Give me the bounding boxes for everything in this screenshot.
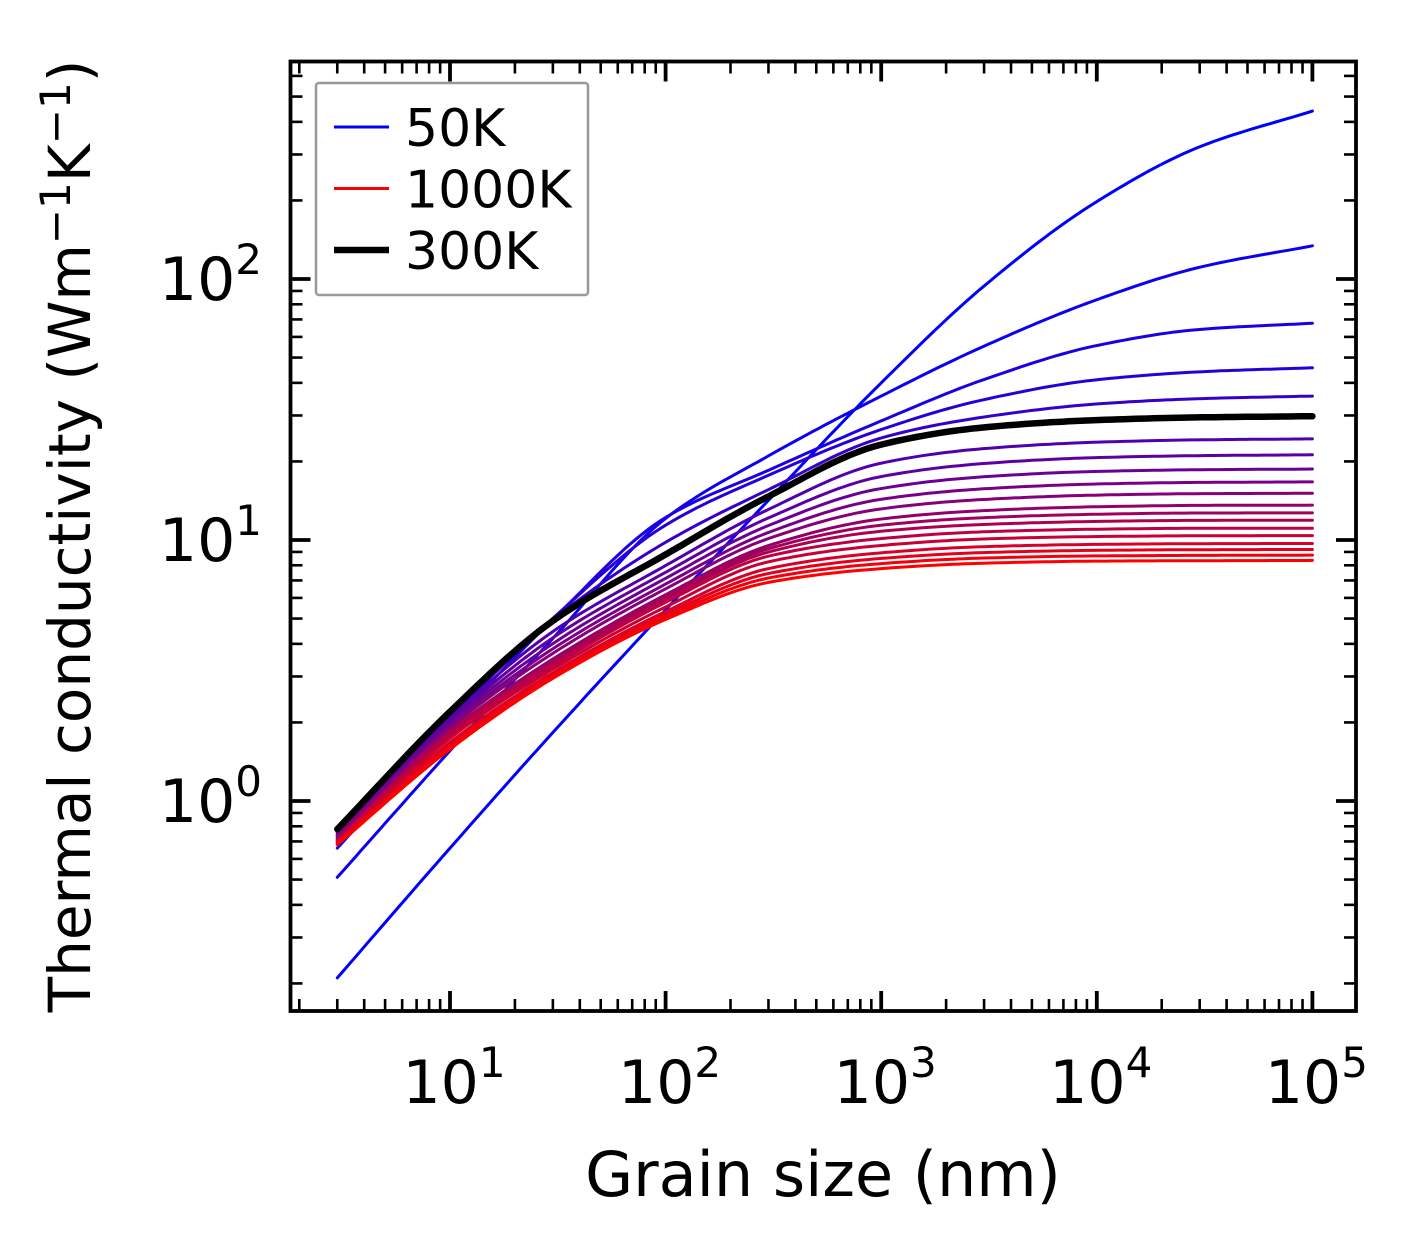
curve-series-group [334,109,1316,980]
curve-750K [335,526,1314,843]
legend-entry-1000k: 1000K [334,161,573,221]
tick-label: 100 [159,757,262,837]
x-axis-label: Grain size (nm) [585,1138,1061,1211]
x-tick-labels: 101 102 103 104 105 [402,1038,1367,1118]
curve-400K [335,453,1314,836]
tick-label: 101 [402,1038,505,1118]
tick-label: 103 [834,1038,937,1118]
legend: 50K 1000K 300K [314,81,590,297]
plot-border [288,59,1358,1013]
curve-550K [335,491,1314,838]
curve-200K [335,366,1314,840]
y-tick-labels: 100 101 102 [159,235,262,837]
tick-label: 102 [618,1038,721,1118]
curve-1000K [335,558,1314,847]
tick-label: 105 [1265,1038,1368,1118]
curve-850K [335,542,1314,844]
legend-label-1000k: 1000K [405,161,573,221]
tick-label: 101 [159,496,262,576]
curve-150K [335,321,1314,850]
curve-300K [334,412,1316,833]
curve-900K [335,548,1314,845]
curve-800K [335,534,1314,843]
legend-entry-300k: 300K [334,222,540,282]
curve-50K [335,109,1314,980]
tick-label: 104 [1049,1038,1152,1118]
legend-label-50k: 50K [405,99,507,159]
axis-ticks [290,61,1356,1011]
y-axis-label: Thermal conductivity (Wm−1K−1) [31,60,104,1014]
curve-500K [335,480,1314,838]
curve-350K [335,437,1314,835]
legend-box [314,81,590,297]
legend-entry-50k: 50K [334,99,507,159]
curve-700K [335,518,1314,842]
curve-250K [335,394,1314,834]
tick-label: 102 [159,235,262,315]
legend-label-300k: 300K [405,222,540,282]
curve-450K [335,467,1314,837]
